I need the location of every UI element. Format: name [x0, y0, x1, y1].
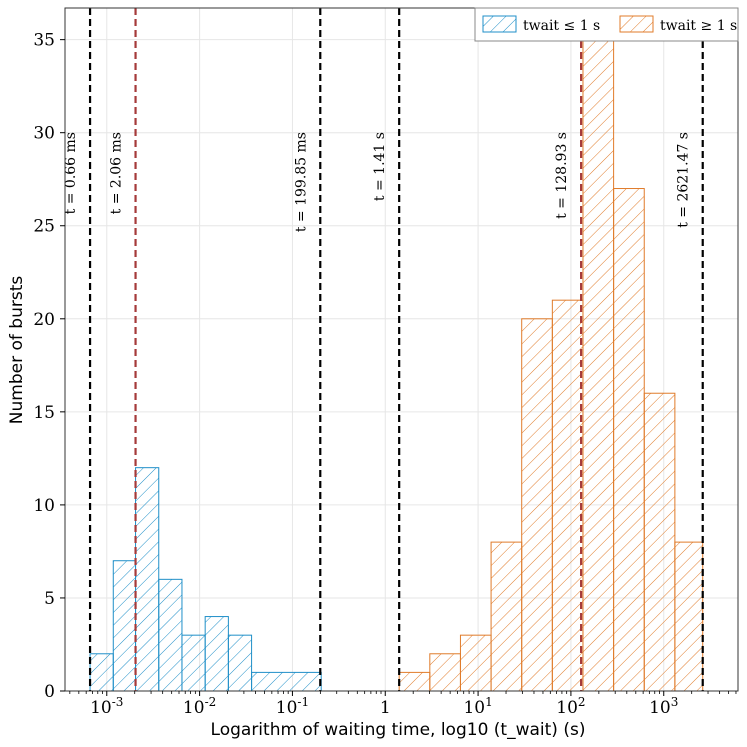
vertical-line-label: t = 2621.47 s: [676, 132, 692, 228]
plot-frame: [64, 7, 739, 692]
histogram-bar: [429, 653, 461, 692]
histogram-bar: [112, 560, 137, 692]
histogram-bar: [398, 671, 431, 692]
y-tick-label: 15: [33, 403, 55, 423]
legend-item-short-waits: twait ≤ 1 s: [482, 15, 600, 34]
histogram-bars: [89, 39, 704, 692]
histogram-bar: [490, 541, 523, 692]
x-tick-label: 10-2: [183, 695, 216, 718]
legend-frame: [474, 7, 739, 42]
legend-swatch-long: [619, 15, 654, 33]
y-tick-label: 10: [33, 496, 55, 516]
histogram-bar: [613, 188, 645, 692]
histogram-bar: [89, 653, 114, 692]
x-axis-title: Logarithm of waiting time, log10 (t_wait…: [211, 720, 586, 740]
series-1: [398, 39, 704, 692]
x-tick-label: 103: [649, 695, 678, 718]
legend: twait ≤ 1 s twait ≥ 1 s: [474, 7, 739, 42]
histogram-bar: [582, 39, 615, 692]
x-tick-label: 102: [556, 695, 585, 718]
series-0: [89, 467, 322, 692]
histogram-bar: [459, 634, 492, 692]
histogram-bar: [227, 634, 253, 692]
histogram-bar: [251, 671, 322, 692]
legend-swatch-short: [482, 15, 517, 33]
y-tick-label: 20: [33, 310, 55, 330]
histogram-bar: [204, 616, 229, 692]
x-tick-label: 10-3: [90, 695, 123, 718]
histogram-bar: [521, 318, 553, 692]
histogram-bar: [181, 634, 206, 692]
vertical-line-label: t = 128.93 s: [554, 132, 570, 219]
y-tick-label: 5: [44, 589, 55, 609]
y-axis-title: Number of bursts: [7, 276, 27, 425]
x-tick-label: 10-1: [276, 695, 309, 718]
histogram-bar: [135, 467, 160, 692]
y-tick-label: 30: [33, 124, 55, 144]
vertical-line-label: t = 199.85 ms: [293, 132, 309, 232]
y-tick-label: 0: [44, 682, 55, 702]
histogram-bar: [643, 392, 676, 692]
y-tick-label: 35: [33, 31, 55, 51]
vertical-line-label: t = 1.41 s: [372, 132, 388, 201]
histogram-bar: [674, 541, 704, 692]
legend-label-short: twait ≤ 1 s: [523, 18, 600, 34]
legend-item-long-waits: twait ≥ 1 s: [619, 15, 737, 34]
vertical-line-label: t = 0.66 ms: [63, 132, 79, 214]
vertical-line-label: t = 2.06 ms: [109, 132, 125, 214]
y-tick-label: 25: [33, 217, 55, 237]
legend-label-long: twait ≥ 1 s: [660, 18, 737, 34]
vertical-reference-lines: t = 0.66 ms t = 2.06 ms t = 199.85 ms t = 1…: [63, 8, 704, 691]
histogram-bar: [551, 299, 584, 692]
x-tick-label: 101: [463, 695, 492, 718]
histogram-bar: [158, 578, 183, 692]
x-tick-label: 1: [380, 698, 391, 718]
